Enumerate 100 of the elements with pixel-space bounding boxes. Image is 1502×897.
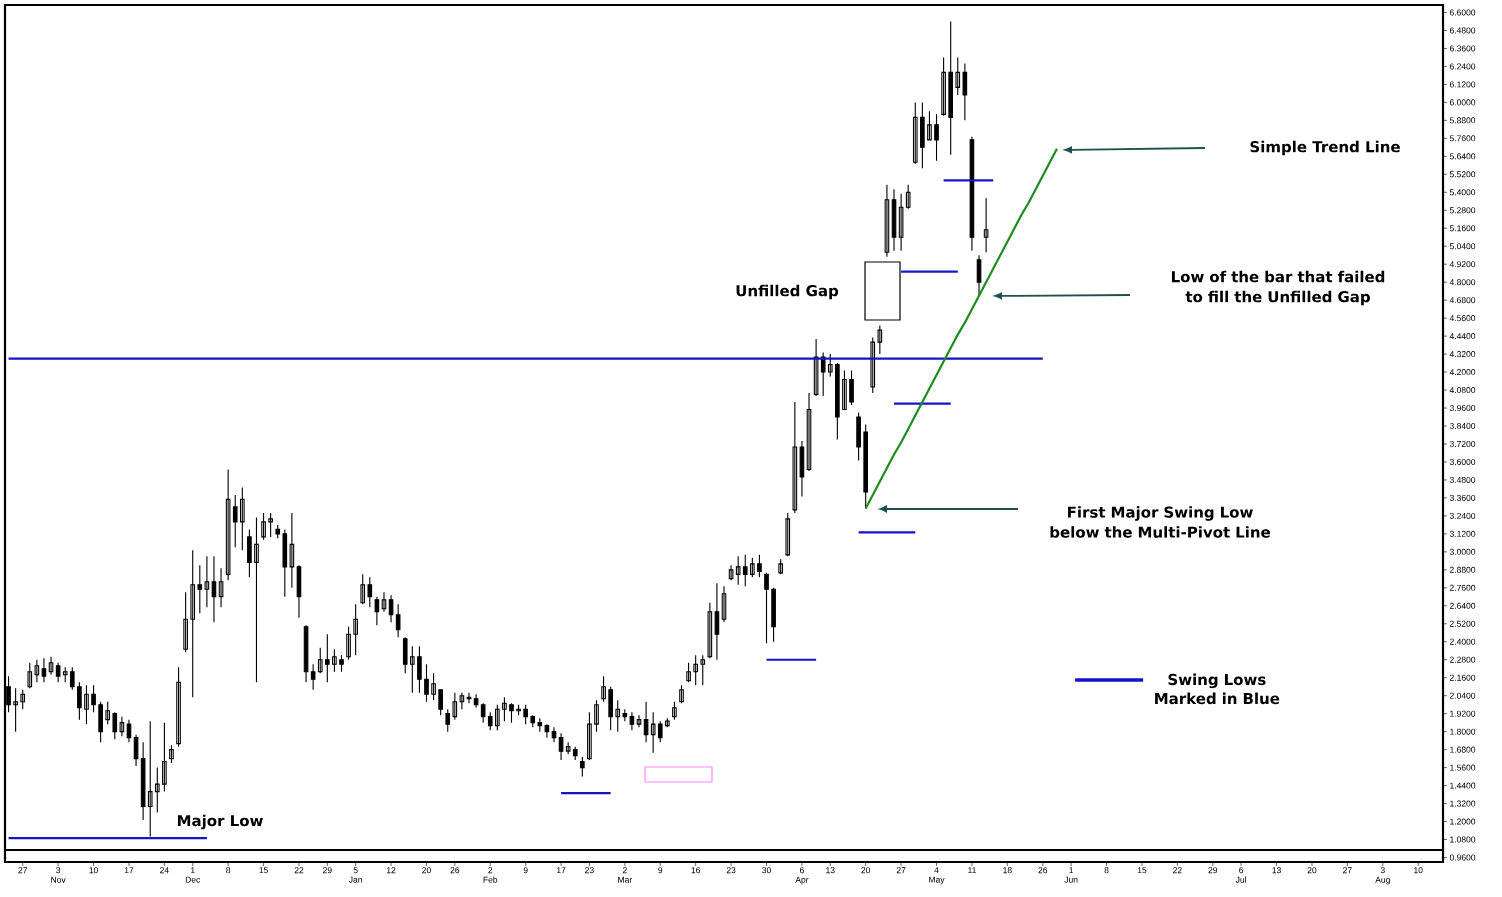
candlestick (169, 744, 174, 764)
candlestick (778, 558, 783, 575)
candlestick (764, 572, 769, 644)
candlestick (572, 746, 578, 761)
candlestick (700, 654, 706, 686)
y-tick-label: 5.0400 (1449, 243, 1476, 250)
candlestick (480, 702, 486, 724)
candlestick (27, 662, 33, 689)
candlestick (813, 338, 819, 397)
y-tick-label: 5.1600 (1449, 225, 1476, 232)
candlestick (360, 573, 366, 605)
candlestick (707, 602, 713, 659)
candlestick (91, 684, 96, 713)
annotation: Simple Trend Line (1250, 140, 1400, 156)
candlestick (162, 722, 167, 793)
candlestick (757, 554, 762, 578)
x-tick-label: 2 Feb (483, 867, 498, 883)
y-tick-label: 2.5200 (1449, 620, 1476, 627)
y-tick-label: 4.0800 (1449, 387, 1476, 394)
candlestick (317, 647, 323, 674)
candlestick (792, 401, 798, 514)
candlestick (785, 512, 791, 557)
candlestick (580, 756, 585, 778)
candlestick (827, 353, 833, 378)
candlestick (920, 101, 925, 169)
x-tick-label: 10 (1414, 867, 1423, 874)
y-tick-label: 6.6000 (1449, 9, 1476, 16)
x-tick-label: 22 (1173, 867, 1182, 874)
candlestick (339, 654, 344, 673)
y-tick-label: 6.3600 (1449, 45, 1476, 52)
candlestick (98, 701, 103, 743)
candlestick (34, 659, 40, 683)
candlestick (863, 423, 868, 509)
y-tick-label: 5.6400 (1449, 153, 1476, 160)
x-tick-label: 5 Jan (348, 867, 362, 883)
y-tick-label: 1.8000 (1450, 728, 1476, 735)
x-tick-label: 17 (124, 867, 134, 874)
x-tick-label: 20 (422, 867, 431, 874)
x-tick-label: 11 (968, 867, 976, 874)
x-tick-label: 6 Apr (795, 867, 809, 885)
candlestick (247, 528, 252, 578)
candlestick (679, 684, 684, 704)
y-tick-label: 5.8800 (1449, 117, 1476, 124)
x-tick-label: 30 (762, 867, 771, 874)
candlestick (750, 557, 755, 578)
candlestick (976, 254, 982, 297)
candlestick (459, 692, 465, 710)
x-tick-label: 13 (826, 867, 835, 874)
candlestick (346, 626, 351, 661)
candlestick (20, 689, 26, 710)
candlestick (445, 708, 451, 733)
candlestick (891, 188, 897, 252)
candlestick (771, 587, 776, 643)
candlestick (13, 687, 18, 733)
x-tick-label: 10 (89, 867, 98, 874)
candlestick (955, 56, 961, 96)
candlestick (332, 648, 337, 673)
legend-label: Swing Lows Marked in Blue (1155, 673, 1280, 705)
y-tick-label: 1.6800 (1450, 746, 1476, 753)
candlestick (643, 701, 649, 743)
candlestick (154, 767, 160, 814)
candlestick (48, 656, 54, 676)
candlestick (898, 193, 904, 252)
y-tick-label: 1.2000 (1450, 818, 1476, 825)
x-tick-label: 27 (896, 867, 906, 874)
candlestick (126, 719, 132, 743)
candlestick (261, 512, 266, 541)
candlestick (835, 362, 840, 441)
candlestick (487, 711, 493, 731)
candlestick (310, 663, 316, 691)
y-tick-label: 3.0000 (1449, 548, 1476, 555)
candlestick (140, 741, 146, 821)
candlestick (629, 711, 635, 731)
candlestick (856, 411, 861, 462)
y-tick-label: 3.6000 (1449, 458, 1476, 465)
candlestick (466, 692, 472, 704)
y-tick-label: 2.7600 (1449, 584, 1476, 591)
candlestick (537, 717, 543, 733)
candlestick (905, 184, 911, 210)
candlestick (353, 603, 358, 656)
candlestick (657, 720, 663, 743)
annotation: First Major Swing Low below the Multi-Pivot Line (1050, 506, 1271, 538)
candlestick (431, 672, 436, 701)
candlestick (927, 110, 932, 141)
candlestick (877, 325, 883, 355)
x-tick-label: 13 (1272, 867, 1281, 874)
annotation: Major Low (177, 814, 263, 830)
candlestick (275, 524, 281, 539)
y-tick-label: 6.1200 (1449, 81, 1476, 88)
candlestick (502, 696, 507, 722)
candlestick (417, 645, 422, 694)
candlestick (424, 663, 429, 703)
x-tick-label: 4 May (929, 867, 945, 885)
candlestick (948, 20, 954, 156)
y-tick-label: 4.3200 (1449, 351, 1476, 358)
y-tick-label: 2.4000 (1449, 638, 1476, 645)
candlestick (473, 693, 479, 709)
candlestick (842, 370, 847, 411)
candlestick (728, 564, 734, 581)
candlestick (587, 711, 592, 761)
